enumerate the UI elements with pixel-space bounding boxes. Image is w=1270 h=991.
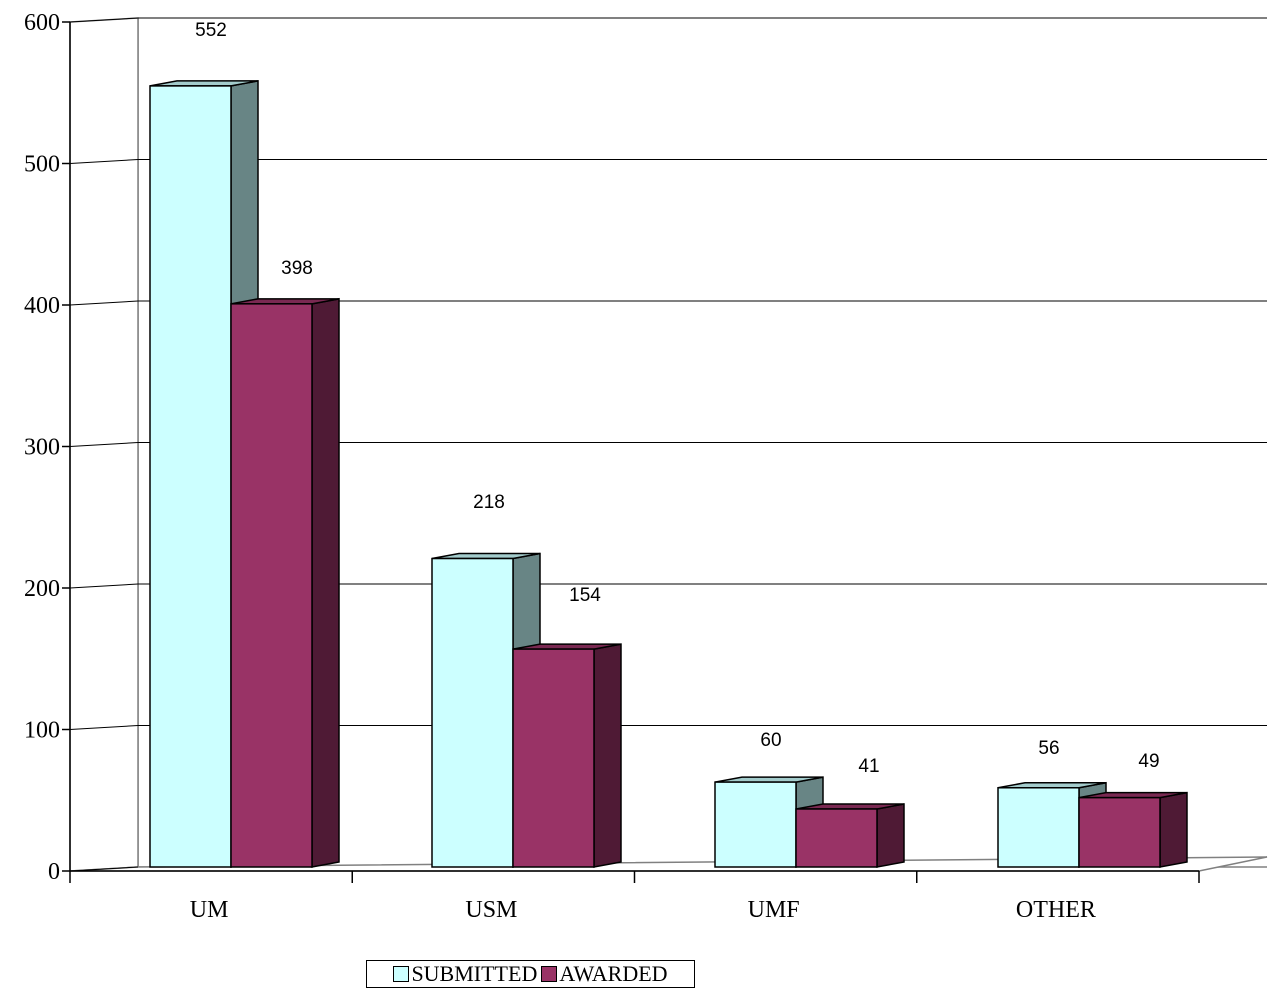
bar-side [593,643,622,868]
gridline-side [69,583,139,589]
legend-label-submitted: SUBMITTED [411,961,538,986]
bar-awarded-other [1078,791,1188,868]
legend-item-awarded: AWARDED [541,961,668,987]
data-label: 552 [195,20,227,41]
gridline-side [69,442,139,447]
legend-label-awarded: AWARDED [559,961,668,986]
bar-side [311,297,340,868]
y-tick-label: 500 [24,152,60,178]
bar-front [997,787,1080,868]
legend-swatch-submitted [393,966,410,982]
data-label: 218 [473,492,505,513]
gridline-side [69,17,139,23]
data-label: 56 [1038,738,1059,759]
bar-front [1078,796,1161,868]
data-label: 60 [760,730,781,751]
bar-front [230,303,313,868]
data-label: 398 [281,258,313,279]
x-category-label: OTHER [1016,897,1096,923]
x-axis-categories: UM USM UMF OTHER [69,871,1200,923]
y-tick-label: 200 [24,576,60,602]
legend-swatch-awarded [541,966,558,982]
data-label: 49 [1138,751,1159,772]
bar-awarded-um [230,297,340,868]
data-labels: 552 218 60 56 398 154 41 49 [195,20,1159,777]
bar-front [795,808,878,868]
gridline-side [69,300,139,306]
data-label: 154 [569,585,601,606]
x-category-label: UMF [748,897,800,923]
bar-front [512,648,595,868]
y-tick-label: 300 [24,435,60,461]
y-tick-label: 600 [24,10,60,36]
gridline-side [69,159,139,164]
y-tick-label: 100 [24,718,60,744]
legend: SUBMITTED AWARDED [366,960,695,988]
gridline-side [69,725,139,730]
x-category-label: UM [190,897,229,923]
x-category-label: USM [465,897,517,923]
bar-front [431,557,514,868]
bar-side [876,803,905,868]
bar-awarded-usm [512,643,622,868]
y-tick-label: 400 [24,293,60,319]
data-label: 41 [858,756,879,777]
bars [149,80,1188,868]
y-axis-ticks: 0 100 200 300 400 500 600 [24,10,70,885]
bar-side [1159,791,1188,868]
bar-front [714,781,797,868]
bar-awarded-umf [795,803,905,868]
legend-item-submitted: SUBMITTED [393,961,537,987]
bar-front [149,85,232,868]
y-tick-label: 0 [48,859,60,885]
